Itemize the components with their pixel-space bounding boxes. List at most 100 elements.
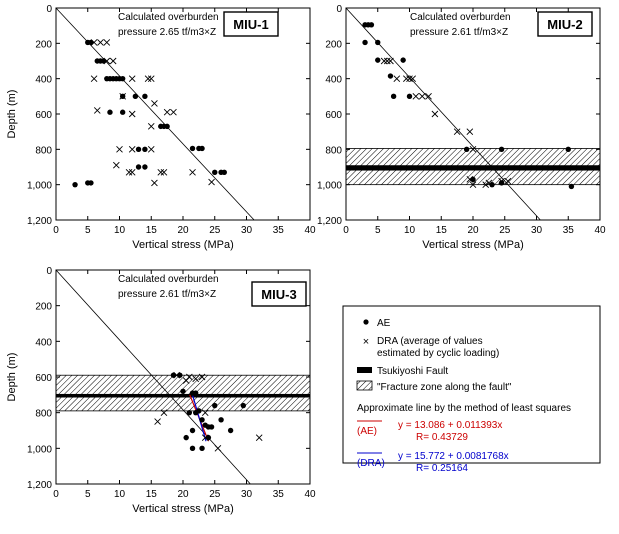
fault-band: [346, 165, 600, 171]
overburden-annotation: pressure 2.65 tf/m3×Z: [118, 27, 216, 38]
dra-point: [214, 445, 222, 452]
ae-point: [189, 427, 196, 434]
dra-point: [109, 57, 117, 65]
dra-point-stroke: [93, 107, 101, 114]
x-tick-label: 15: [146, 225, 158, 236]
ae-point: [400, 57, 406, 63]
dra-point-stroke: [201, 409, 209, 416]
dra-point-stroke: [151, 100, 158, 107]
dra-point: [387, 57, 394, 65]
dra-point-stroke: [504, 177, 512, 185]
dra-point-stroke: [214, 445, 222, 452]
dra-point-stroke: [154, 418, 161, 425]
y-tick-label: 800: [35, 409, 52, 420]
ae-point: [463, 146, 470, 153]
y-tick-label: 1,200: [27, 216, 52, 227]
x-tick-label: 35: [273, 489, 285, 500]
legend-dra-label: DRA (average of values: [377, 336, 483, 347]
dra-point-stroke: [157, 168, 165, 176]
ae-point: [368, 22, 375, 28]
x-tick-label: 20: [467, 225, 479, 236]
overburden-annotation: pressure 2.61 tf/m3×Z: [118, 289, 216, 300]
dra-point-stroke: [109, 57, 117, 65]
ae-point: [164, 123, 170, 130]
ae-point: [186, 409, 193, 416]
dra-point: [466, 176, 474, 183]
legend-ae-fit-tag: (AE): [357, 426, 377, 437]
dra-point-stroke: [482, 181, 490, 188]
dra-point-stroke: [189, 168, 196, 176]
x-tick-label: 35: [273, 225, 285, 236]
ae-point: [387, 73, 394, 79]
dra-point-stroke: [173, 371, 180, 379]
panel-title-box: [537, 11, 593, 37]
y-axis-label: Depth (m): [6, 90, 18, 139]
dra-point: [147, 123, 155, 130]
y-tick-label: 1,200: [317, 216, 342, 227]
ae-point: [212, 402, 218, 409]
dra-point: [160, 168, 168, 176]
x-tick-label: 5: [375, 225, 381, 236]
dra-point: [173, 371, 180, 379]
dra-point-stroke: [163, 108, 171, 116]
x-tick-label: 10: [114, 225, 126, 236]
dra-point: [128, 168, 136, 176]
ae-point: [72, 181, 78, 188]
x-tick-label: 15: [146, 489, 158, 500]
dra-point-stroke: [466, 128, 474, 135]
ae-point: [568, 183, 575, 190]
y-tick-label: 1,000: [27, 444, 52, 455]
legend-fault-label: Tsukiyoshi Fault: [377, 366, 448, 377]
dra-point-stroke: [208, 178, 215, 186]
dra-point: [189, 168, 196, 176]
y-tick-label: 600: [35, 373, 52, 384]
dra-point: [160, 409, 168, 416]
dra-point-stroke: [147, 146, 155, 153]
dra-point: [383, 57, 391, 65]
dra-point: [128, 110, 136, 118]
panel-miu-3: 0 5 10 15 20 25 30 35 4002004006008001,0001,200V…: [6, 266, 316, 515]
y-axis-label: Depth (m): [6, 353, 18, 402]
plot-frame: [345, 7, 601, 221]
dra-point: [380, 57, 388, 65]
legend-dra-fit-equation: y = 15.772 + 0.0081768x: [398, 451, 509, 462]
dra-point: [144, 75, 152, 82]
dra-point-stroke: [170, 108, 177, 116]
y-tick-label: 200: [35, 302, 52, 313]
dra-point: [125, 168, 133, 176]
dra-point-stroke: [125, 168, 133, 176]
dra-point-stroke: [412, 93, 420, 100]
legend-fault-symbol: [357, 367, 372, 373]
ae-point: [199, 145, 205, 152]
y-tick-label: 0: [336, 4, 342, 15]
ae-point: [240, 402, 247, 409]
dra-point-stroke: [128, 168, 136, 176]
dra-point: [90, 39, 98, 46]
legend: AE × DRA (average of values estimated by…: [342, 305, 601, 474]
ae-point: [212, 169, 218, 175]
dra-point-stroke: [103, 57, 111, 65]
dra-point-stroke: [453, 128, 461, 135]
dra-point: [154, 418, 161, 425]
dra-point-stroke: [418, 93, 426, 100]
dra-point-stroke: [90, 75, 98, 82]
dra-point: [103, 39, 111, 46]
x-tick-label: 10: [114, 489, 126, 500]
dra-point: [431, 110, 439, 118]
ae-point: [375, 57, 381, 63]
x-tick-label: 30: [241, 489, 253, 500]
ae-point: [119, 75, 126, 82]
dra-point-stroke: [469, 146, 477, 153]
dra-point-stroke: [403, 75, 410, 82]
dra-point-stroke: [498, 177, 505, 185]
ae-point: [362, 39, 368, 46]
dra-point-stroke: [160, 168, 168, 176]
legend-frame: [342, 305, 601, 464]
dra-point-stroke: [409, 75, 416, 82]
ae-point: [183, 434, 189, 441]
ae-point: [221, 169, 227, 175]
panel-title: MIU-2: [547, 17, 582, 32]
dra-point-stroke: [387, 57, 394, 65]
x-tick-label: 20: [177, 225, 189, 236]
dra-point: [157, 168, 165, 176]
